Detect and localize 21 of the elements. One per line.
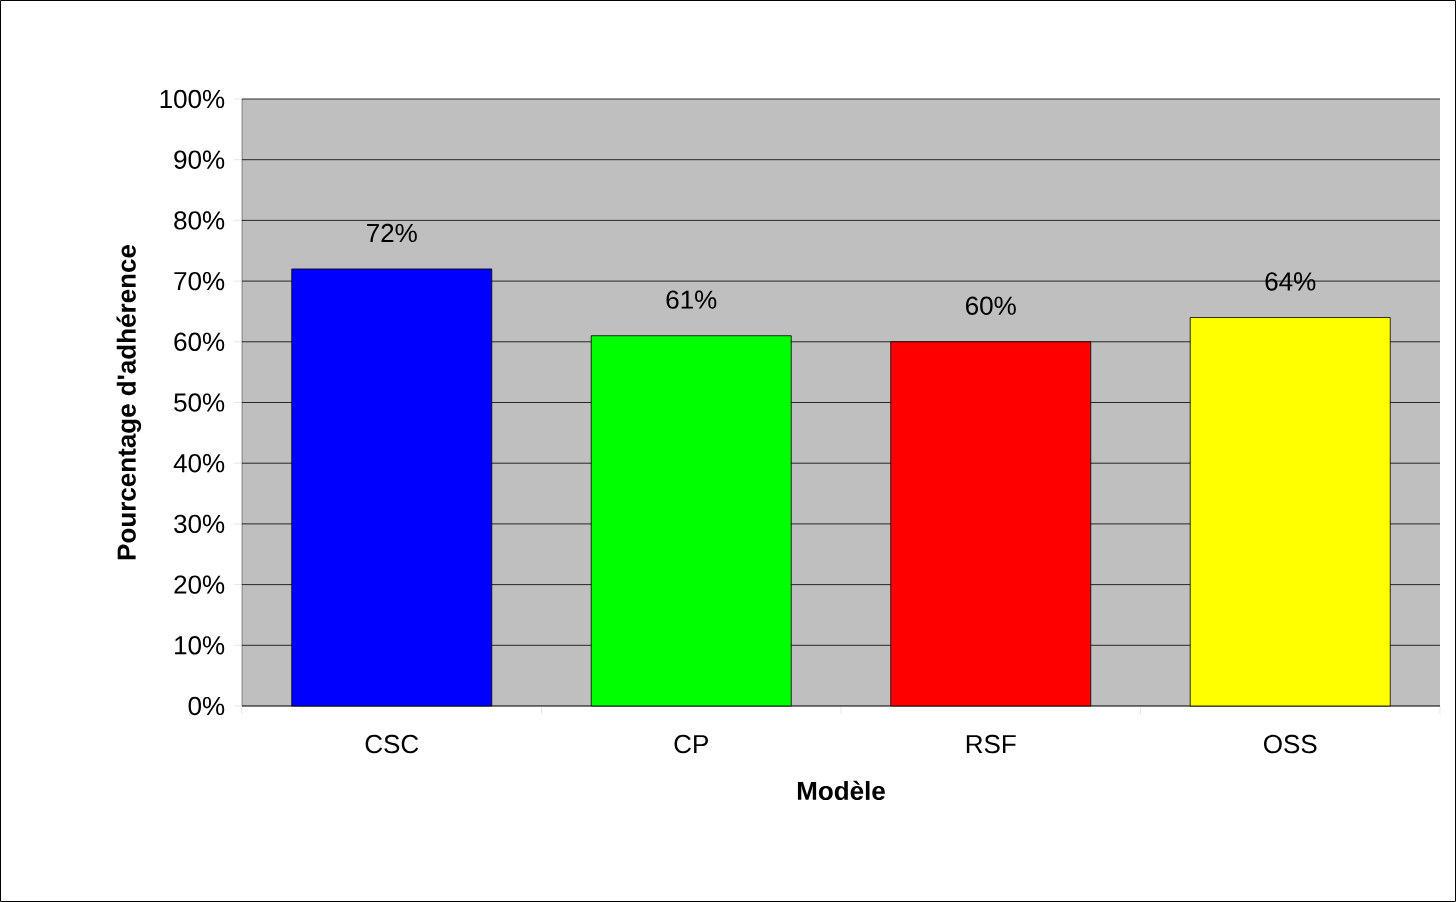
y-tick-label: 0% [188,696,225,716]
y-tick-label: 90% [174,150,225,169]
x-tick-label: RSF [966,734,1016,754]
y-tick-label: 30% [174,514,225,534]
data-label: 64% [1265,272,1316,291]
y-tick-label: 20% [174,575,225,594]
y-tick-label: 70% [174,271,225,291]
x-tick-label: OSS [1264,734,1317,754]
y-axis-title: Pourcentage d'adhérence [116,244,142,560]
y-tick-label: 40% [173,453,225,473]
x-axis-title: Modèle [797,780,885,801]
x-tick-label: CSC [365,734,419,754]
data-label: 60% [966,296,1016,315]
data-label: 72% [367,223,417,243]
y-tick-label: 100% [160,89,225,109]
y-tick-label: 80% [174,211,225,230]
data-label: 61% [666,290,717,309]
y-tick-label: 50% [174,393,225,412]
y-tick-label: 10% [175,636,225,655]
x-tick-label: CP [674,734,708,754]
y-tick-label: 60% [174,332,225,351]
